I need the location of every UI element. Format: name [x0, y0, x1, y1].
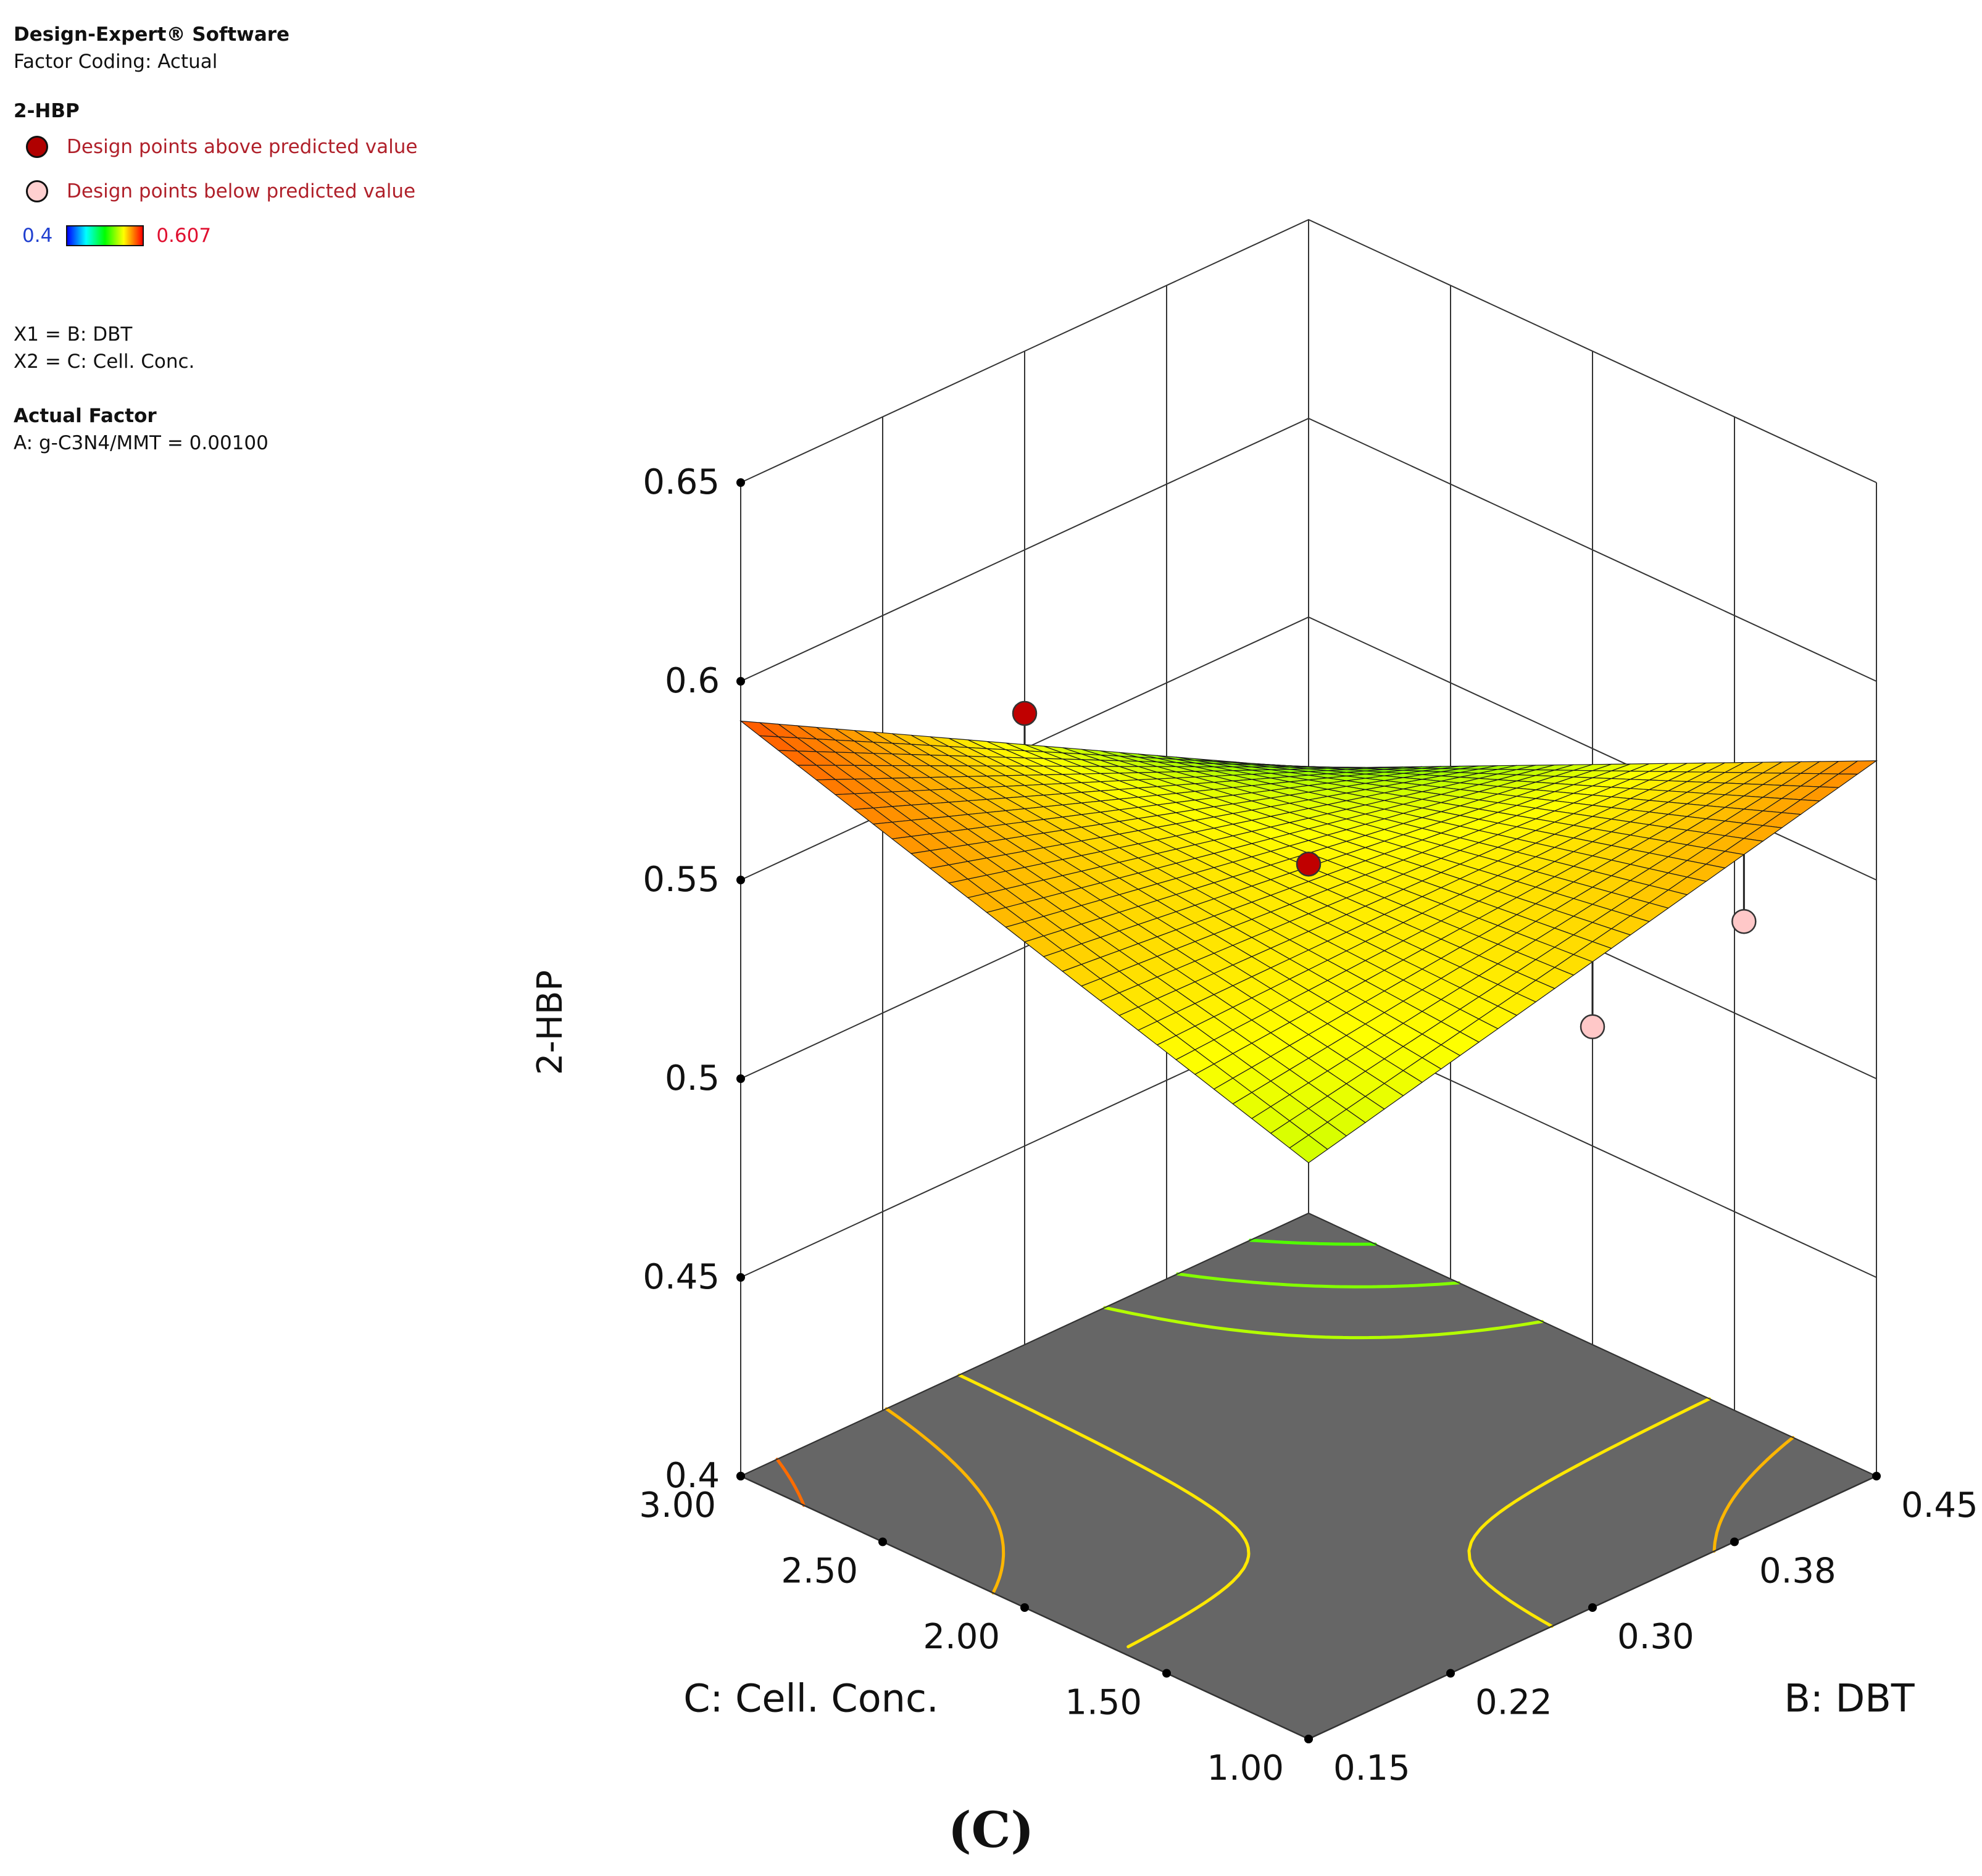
below-point-icon — [26, 180, 48, 202]
z-tick-label: 0.4 — [665, 1456, 720, 1496]
design-point-above — [1012, 700, 1038, 726]
design-points — [1012, 700, 1757, 1040]
response-title: 2-HBP — [14, 100, 80, 122]
legend-above-label: Design points above predicted value — [67, 136, 418, 158]
legend-below-label: Design points below predicted value — [67, 180, 416, 202]
design-point-below — [1580, 1014, 1605, 1040]
software-title: Design-Expert® Software — [14, 23, 290, 46]
factor-coding: Factor Coding: Actual — [14, 51, 218, 73]
y-tick-label: 1.00 — [1207, 1748, 1284, 1788]
contour-line — [1176, 1272, 1460, 1289]
color-gradient-bar — [66, 225, 144, 246]
design-point-below — [1731, 908, 1757, 934]
x1-definition: X1 = B: DBT — [14, 323, 133, 346]
color-scale: 0.4 0.607 — [14, 214, 417, 258]
z-tick-label: 0.5 — [665, 1058, 720, 1098]
z-tick-mark — [736, 1273, 745, 1282]
x2-definition: X2 = C: Cell. Conc. — [14, 351, 195, 373]
z-tick-mark — [736, 876, 745, 884]
y-tick-mark — [1162, 1669, 1171, 1678]
contour-line — [885, 1407, 1795, 1595]
response-surface — [739, 720, 1878, 1163]
legend-below: Design points below predicted value — [14, 169, 417, 214]
x-tick-label: 0.30 — [1617, 1617, 1694, 1657]
design-point-above — [1296, 851, 1322, 877]
y-tick-mark — [878, 1537, 887, 1546]
x-tick-mark — [1588, 1603, 1597, 1612]
axes: 0.4 0.45 0.5 0.55 0.6 0.65 2-HBP 0.15 0.22 0.30 0.… — [530, 462, 1978, 1788]
z-tick-label: 0.55 — [643, 860, 720, 900]
x-tick-label: 0.15 — [1333, 1748, 1410, 1788]
x-tick-mark — [1872, 1472, 1881, 1480]
scale-min: 0.4 — [22, 225, 53, 247]
contour-line — [775, 1458, 806, 1507]
figure-caption: (C) — [947, 1801, 1035, 1859]
y-tick-label: 3.00 — [639, 1485, 716, 1525]
x-axis-title: B: DBT — [1784, 1676, 1915, 1721]
x-tick-mark — [1446, 1669, 1455, 1678]
z-tick-mark — [736, 1074, 745, 1083]
y-tick-label: 1.50 — [1065, 1683, 1142, 1723]
contour-line — [1103, 1306, 1544, 1340]
y-tick-label: 2.00 — [923, 1617, 1000, 1657]
z-tick-label: 0.65 — [643, 462, 720, 502]
z-tick-label: 0.45 — [643, 1257, 720, 1297]
y-tick-mark — [1304, 1735, 1313, 1743]
x-tick-label: 0.22 — [1475, 1683, 1552, 1723]
legend-above: Design points above predicted value — [14, 125, 417, 169]
z-axis-title: 2-HBP — [530, 970, 570, 1075]
above-point-icon — [26, 136, 48, 158]
actual-factor-title: Actual Factor — [14, 405, 157, 427]
y-axis-title: C: Cell. Conc. — [683, 1676, 939, 1721]
z-tick-label: 0.6 — [665, 661, 720, 701]
x-tick-mark — [1730, 1537, 1739, 1546]
floor-polygon — [739, 1212, 1878, 1740]
x-tick-label: 0.45 — [1901, 1485, 1978, 1525]
y-tick-mark — [1020, 1603, 1029, 1612]
contour-line — [957, 1373, 1711, 1648]
scale-max: 0.607 — [156, 225, 212, 247]
floor-contours — [775, 1239, 1795, 1648]
z-tick-mark — [736, 677, 745, 686]
surface-facet — [1289, 1134, 1328, 1163]
actual-factor-value: A: g-C3N4/MMT = 0.00100 — [14, 432, 269, 454]
z-tick-mark — [736, 478, 745, 487]
floor-plane — [739, 1212, 1878, 1740]
y-tick-label: 2.50 — [781, 1551, 858, 1592]
y-tick-mark — [736, 1472, 745, 1480]
x-tick-label: 0.38 — [1759, 1551, 1836, 1592]
info-panel: Design-Expert® Software Factor Coding: A… — [14, 21, 417, 457]
